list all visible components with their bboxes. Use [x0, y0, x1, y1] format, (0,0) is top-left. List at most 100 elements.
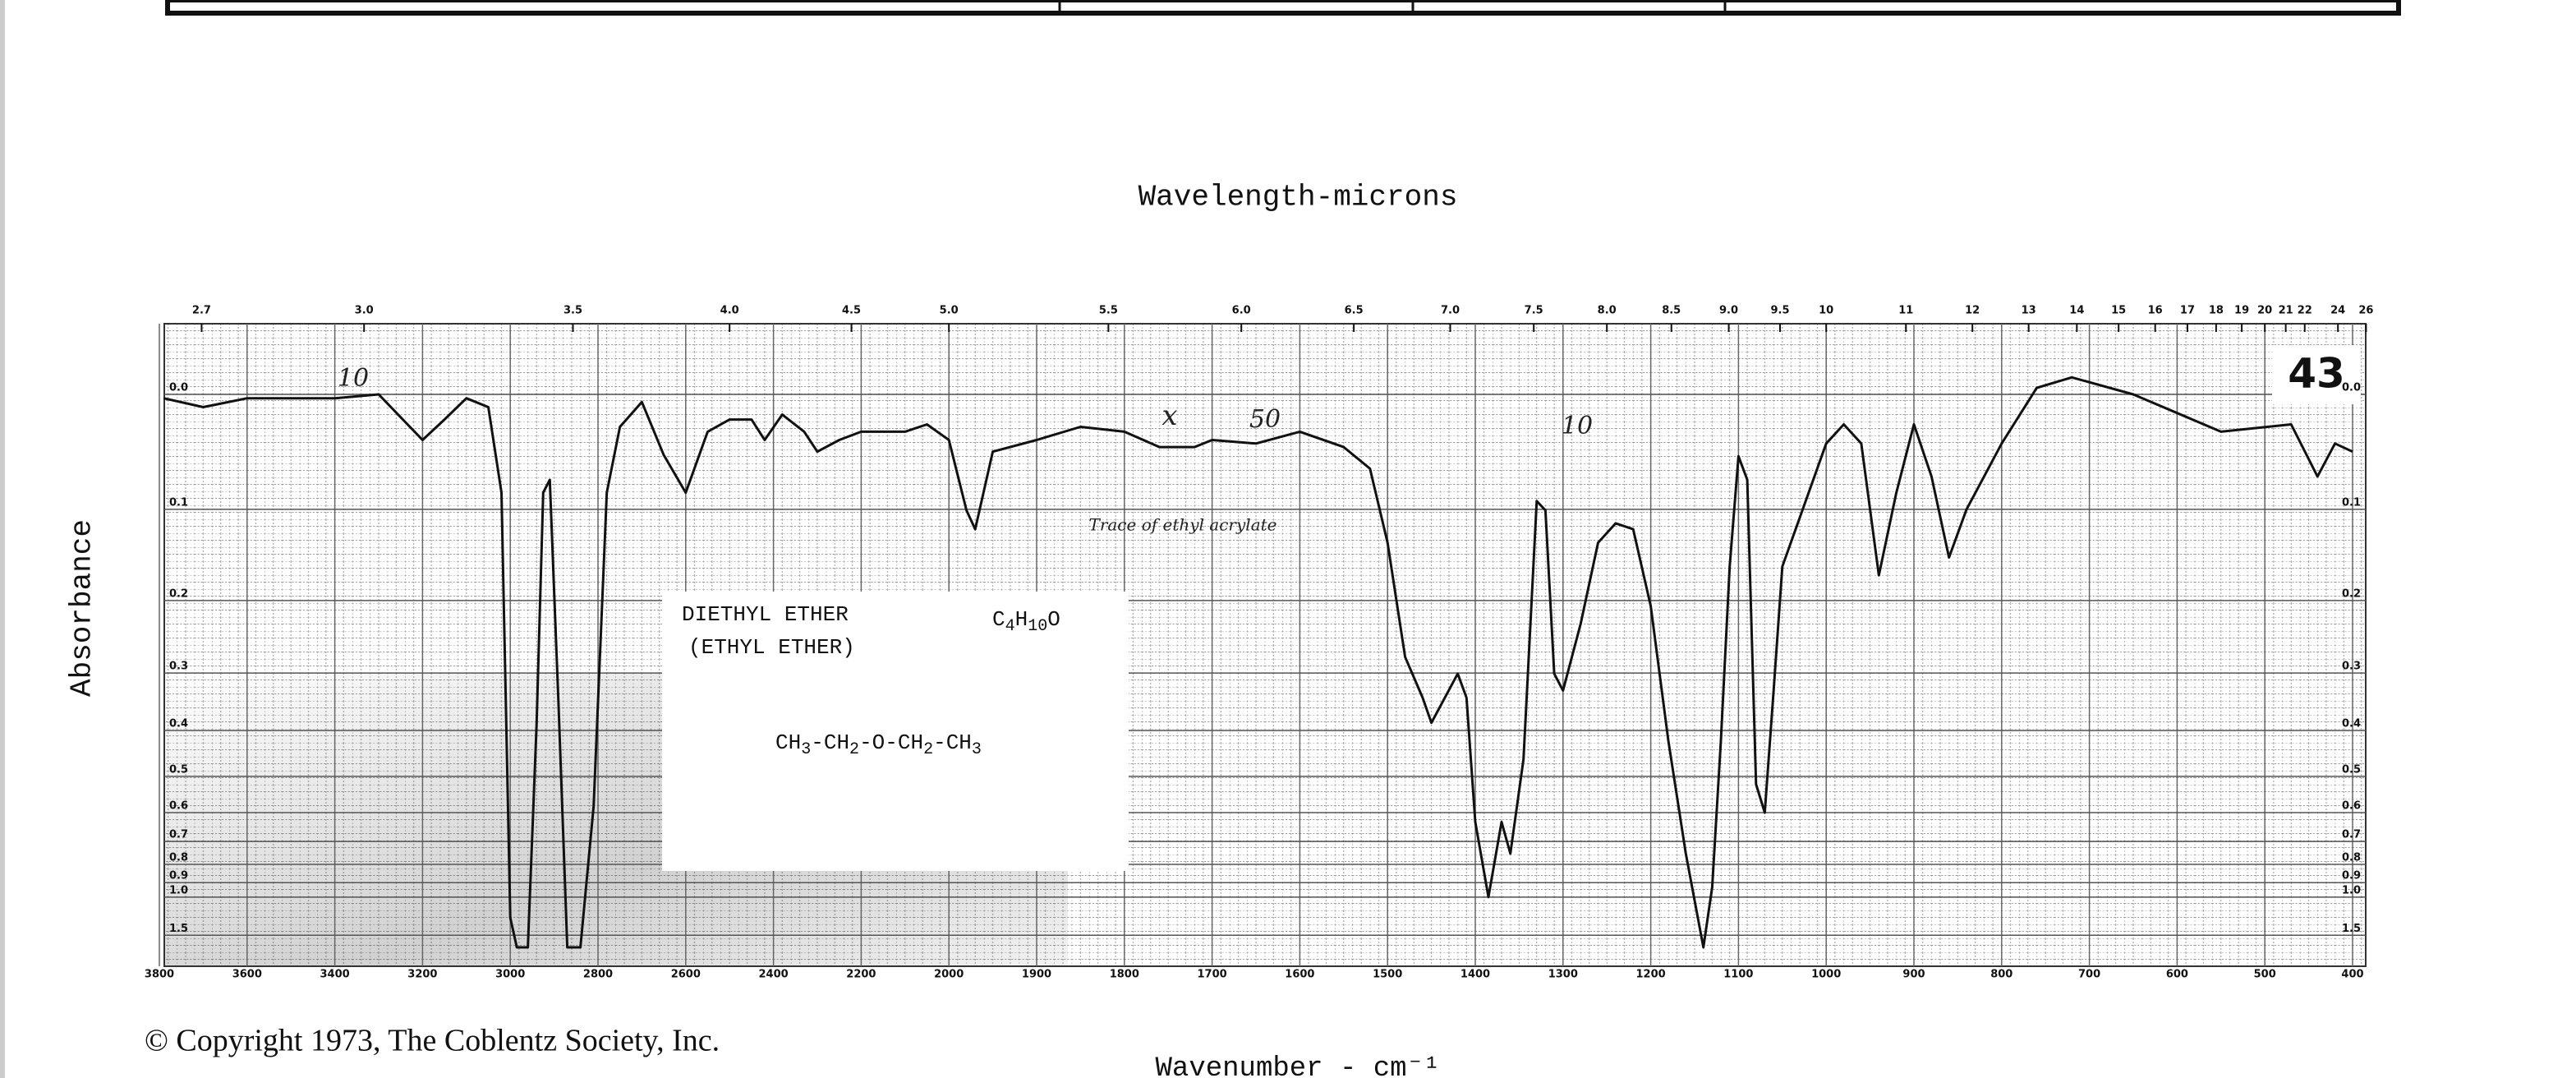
x2-tick-label: 12: [1965, 305, 1980, 317]
x2-tick-label: 11: [1898, 305, 1913, 317]
x2-tick-label: 3.5: [564, 305, 582, 317]
y-tick-label: 1.0: [2342, 884, 2361, 896]
y-tick-label: 0.1: [2342, 496, 2361, 509]
x-tick-label: 3000: [495, 969, 525, 981]
x2-tick-label: 21: [2279, 305, 2293, 317]
spectrum-number: 43: [2288, 350, 2345, 398]
x-tick-label: 1900: [1022, 969, 1051, 981]
x2-tick-label: 9.0: [1719, 305, 1738, 317]
x2-tick-label: 3.0: [355, 305, 374, 317]
x2-tick-label: 6.5: [1345, 305, 1364, 317]
y-tick-label: 0.3: [169, 661, 188, 673]
compound-synonym: (ETHYL ETHER): [688, 635, 855, 660]
compound-formula: C4H10O: [992, 607, 1060, 636]
x2-tick-label: 17: [2180, 305, 2195, 317]
x2-tick-label: 13: [2022, 305, 2036, 317]
x-tick-label: 1400: [1460, 969, 1490, 981]
x-tick-label: 400: [2341, 969, 2363, 981]
x-tick-label: 2600: [671, 969, 701, 981]
x2-tick-label: 6.0: [1232, 305, 1251, 317]
x2-tick-label: 9.5: [1770, 305, 1789, 317]
annotation: x: [1162, 399, 1177, 432]
y-tick-label: 0.8: [2342, 852, 2361, 864]
y-axis-label: Absorbance: [66, 519, 99, 697]
x-axis-label: Wavenumber - cm⁻¹: [1156, 1053, 1441, 1078]
x2-tick-label: 8.0: [1598, 305, 1617, 317]
scan-edge: [0, 0, 5, 1078]
x-tick-label: 3600: [232, 969, 262, 981]
y-tick-label: 0.0: [2342, 382, 2361, 394]
y-tick-label: 0.7: [2342, 829, 2361, 841]
y-tick-label: 0.2: [2342, 587, 2361, 600]
x2-tick-label: 10: [1819, 305, 1833, 317]
x2-tick-label: 4.0: [720, 305, 739, 317]
x-tick-label: 3800: [145, 969, 174, 981]
grid: [159, 324, 2366, 966]
x2-tick-label: 5.5: [1099, 305, 1118, 317]
x2-tick-label: 16: [2148, 305, 2163, 317]
x-tick-label: 1600: [1285, 969, 1314, 981]
x2-tick-label: 18: [2209, 305, 2224, 317]
annotation: 50: [1249, 405, 1281, 434]
x-tick-label: 1500: [1373, 969, 1402, 981]
y-tick-label: 0.5: [2342, 763, 2361, 776]
y-tick-label: 0.3: [2342, 661, 2361, 673]
y-tick-label: 0.6: [169, 800, 188, 813]
x-tick-label: 3200: [407, 969, 437, 981]
label-box: [662, 592, 1129, 871]
x-tick-label: 1000: [1811, 969, 1841, 981]
y-tick-label: 1.5: [2342, 923, 2361, 935]
x2-tick-label: 15: [2111, 305, 2126, 317]
x-tick-label: 900: [1902, 969, 1925, 981]
x-tick-label: 1100: [1723, 969, 1753, 981]
x2-tick-label: 19: [2234, 305, 2249, 317]
y-tick-label: 0.7: [169, 829, 188, 841]
x2-tick-label: 8.5: [1662, 305, 1681, 317]
x-tick-label: 500: [2254, 969, 2276, 981]
x-tick-label: 1300: [1548, 969, 1578, 981]
x-tick-label: 600: [2166, 969, 2188, 981]
x2-tick-label: 20: [2257, 305, 2272, 317]
x2-tick-label: 5.0: [940, 305, 959, 317]
compound-name: DIETHYL ETHER: [682, 602, 849, 627]
copyright: © Copyright 1973, The Coblentz Society, …: [145, 1024, 720, 1058]
x-tick-label: 3400: [320, 969, 350, 981]
x-tick-label: 700: [2078, 969, 2100, 981]
x-tick-label: 2000: [934, 969, 964, 981]
x2-tick-label: 22: [2298, 305, 2312, 317]
x-tick-label: 1700: [1198, 969, 1227, 981]
chart-title: Wavelength-microns: [1138, 181, 1458, 214]
compound-structure: CH3-CH2-O-CH2-CH3: [775, 730, 982, 759]
x-tick-label: 1800: [1110, 969, 1139, 981]
y-tick-label: 1.0: [169, 884, 188, 896]
y-tick-label: 1.5: [169, 923, 188, 935]
x2-tick-label: 26: [2358, 305, 2373, 317]
x-tick-label: 1200: [1636, 969, 1666, 981]
annotation: 10: [338, 364, 369, 393]
y-tick-label: 0.4: [2342, 718, 2361, 730]
y-tick-label: 0.5: [169, 763, 188, 776]
x2-tick-label: 7.5: [1525, 305, 1543, 317]
y-tick-label: 0.8: [169, 852, 188, 864]
x2-tick-label: 4.5: [842, 305, 861, 317]
annotation: Trace of ethyl acrylate: [1088, 515, 1276, 535]
plot-frame: [163, 323, 2367, 967]
y-tick-label: 0.9: [169, 870, 188, 882]
spectrum-line: [163, 375, 2353, 949]
x-tick-label: 2800: [583, 969, 613, 981]
x2-tick-label: 14: [2069, 305, 2084, 317]
y-tick-label: 0.2: [169, 587, 188, 600]
y-tick-label: 0.0: [169, 382, 188, 394]
header-frame: [165, 0, 2401, 16]
x-tick-label: 2200: [846, 969, 876, 981]
y-tick-label: 0.6: [2342, 800, 2361, 813]
x-tick-label: 2400: [759, 969, 789, 981]
x2-tick-label: 24: [2330, 305, 2345, 317]
number-box: [2272, 345, 2361, 404]
annotation: 10: [1562, 412, 1593, 440]
y-tick-label: 0.4: [169, 718, 188, 730]
x-tick-label: 800: [1990, 969, 2012, 981]
x2-tick-label: 7.0: [1441, 305, 1460, 317]
